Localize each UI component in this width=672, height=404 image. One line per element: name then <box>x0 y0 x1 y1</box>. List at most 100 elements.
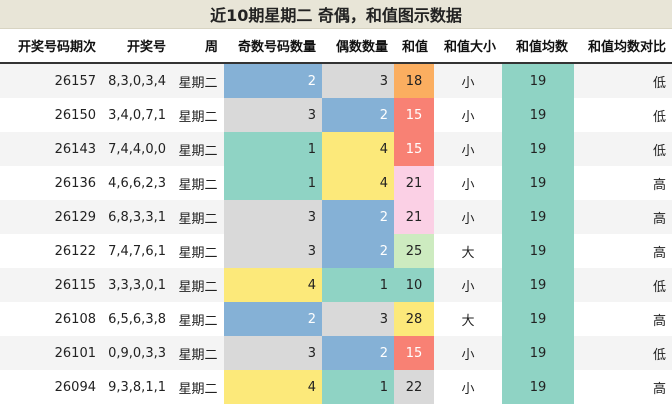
cell-sum-average: 19 <box>502 63 574 98</box>
cell-even-count: 3 <box>322 302 394 336</box>
header-even-count: 偶数数量 <box>322 29 394 63</box>
data-table: 开奖号码期次 开奖号 周 奇数号码数量 偶数数量 和值 和值大小 和值均数 和值… <box>0 29 672 404</box>
table-row: 26143 7,4,4,0,0 星期二 1 4 15 小 19 低 <box>0 132 672 166</box>
table-body: 26157 8,3,0,3,4 星期二 2 3 18 小 19 低 26150 3,4,0,7,1 星… <box>0 63 672 404</box>
cell-sum-size: 小 <box>434 132 502 166</box>
cell-weekday: 星期二 <box>172 132 224 166</box>
cell-period: 26150 <box>0 98 102 132</box>
cell-odd-count: 3 <box>224 98 322 132</box>
cell-sum-size: 大 <box>434 234 502 268</box>
cell-sum: 21 <box>394 166 434 200</box>
cell-weekday: 星期二 <box>172 336 224 370</box>
cell-sum-compare: 高 <box>574 166 672 200</box>
cell-weekday: 星期二 <box>172 370 224 404</box>
cell-numbers: 7,4,4,0,0 <box>102 132 172 166</box>
cell-sum-size: 小 <box>434 268 502 302</box>
cell-sum-size: 小 <box>434 98 502 132</box>
cell-odd-count: 4 <box>224 370 322 404</box>
table-row: 26122 7,4,7,6,1 星期二 3 2 25 大 19 高 <box>0 234 672 268</box>
cell-sum-compare: 低 <box>574 336 672 370</box>
table-row: 26136 4,6,6,2,3 星期二 1 4 21 小 19 高 <box>0 166 672 200</box>
cell-period: 26143 <box>0 132 102 166</box>
header-period: 开奖号码期次 <box>0 29 102 63</box>
cell-sum-compare: 高 <box>574 370 672 404</box>
table-row: 26150 3,4,0,7,1 星期二 3 2 15 小 19 低 <box>0 98 672 132</box>
cell-sum: 18 <box>394 63 434 98</box>
cell-sum: 10 <box>394 268 434 302</box>
cell-even-count: 2 <box>322 336 394 370</box>
cell-sum-size: 大 <box>434 302 502 336</box>
cell-sum-compare: 低 <box>574 63 672 98</box>
cell-period: 26122 <box>0 234 102 268</box>
cell-sum: 25 <box>394 234 434 268</box>
table-row: 26129 6,8,3,3,1 星期二 3 2 21 小 19 高 <box>0 200 672 234</box>
cell-weekday: 星期二 <box>172 268 224 302</box>
cell-sum-size: 小 <box>434 370 502 404</box>
cell-sum: 15 <box>394 98 434 132</box>
cell-even-count: 3 <box>322 63 394 98</box>
cell-sum-compare: 低 <box>574 132 672 166</box>
cell-weekday: 星期二 <box>172 98 224 132</box>
cell-sum-size: 小 <box>434 200 502 234</box>
cell-numbers: 6,8,3,3,1 <box>102 200 172 234</box>
cell-sum-average: 19 <box>502 166 574 200</box>
cell-sum-average: 19 <box>502 200 574 234</box>
cell-sum: 15 <box>394 336 434 370</box>
cell-numbers: 9,3,8,1,1 <box>102 370 172 404</box>
cell-sum-size: 小 <box>434 166 502 200</box>
header-sum-compare: 和值均数对比 <box>574 29 672 63</box>
cell-period: 26101 <box>0 336 102 370</box>
cell-even-count: 4 <box>322 132 394 166</box>
cell-sum: 28 <box>394 302 434 336</box>
cell-sum: 15 <box>394 132 434 166</box>
cell-sum-compare: 低 <box>574 98 672 132</box>
cell-weekday: 星期二 <box>172 200 224 234</box>
cell-weekday: 星期二 <box>172 302 224 336</box>
header-odd-count: 奇数号码数量 <box>224 29 322 63</box>
cell-odd-count: 2 <box>224 63 322 98</box>
cell-sum: 21 <box>394 200 434 234</box>
table-row: 26108 6,5,6,3,8 星期二 2 3 28 大 19 高 <box>0 302 672 336</box>
cell-weekday: 星期二 <box>172 166 224 200</box>
cell-period: 26094 <box>0 370 102 404</box>
table-row: 26101 0,9,0,3,3 星期二 3 2 15 小 19 低 <box>0 336 672 370</box>
cell-numbers: 0,9,0,3,3 <box>102 336 172 370</box>
cell-odd-count: 1 <box>224 132 322 166</box>
cell-odd-count: 3 <box>224 234 322 268</box>
cell-sum-size: 小 <box>434 63 502 98</box>
cell-odd-count: 1 <box>224 166 322 200</box>
cell-sum-average: 19 <box>502 302 574 336</box>
cell-even-count: 2 <box>322 98 394 132</box>
cell-period: 26108 <box>0 302 102 336</box>
table-row: 26157 8,3,0,3,4 星期二 2 3 18 小 19 低 <box>0 63 672 98</box>
header-sum-average: 和值均数 <box>502 29 574 63</box>
cell-sum-size: 小 <box>434 336 502 370</box>
header-numbers: 开奖号 <box>102 29 172 63</box>
cell-odd-count: 2 <box>224 302 322 336</box>
cell-sum: 22 <box>394 370 434 404</box>
cell-period: 26129 <box>0 200 102 234</box>
cell-even-count: 2 <box>322 200 394 234</box>
page-title: 近10期星期二 奇偶，和值图示数据 <box>0 0 672 29</box>
cell-numbers: 8,3,0,3,4 <box>102 63 172 98</box>
cell-period: 26136 <box>0 166 102 200</box>
cell-sum-compare: 低 <box>574 268 672 302</box>
cell-sum-average: 19 <box>502 336 574 370</box>
cell-weekday: 星期二 <box>172 234 224 268</box>
cell-odd-count: 3 <box>224 200 322 234</box>
cell-odd-count: 4 <box>224 268 322 302</box>
header-sum: 和值 <box>394 29 434 63</box>
cell-numbers: 3,3,3,0,1 <box>102 268 172 302</box>
cell-sum-average: 19 <box>502 268 574 302</box>
cell-odd-count: 3 <box>224 336 322 370</box>
cell-numbers: 6,5,6,3,8 <box>102 302 172 336</box>
cell-numbers: 3,4,0,7,1 <box>102 98 172 132</box>
table-row: 26115 3,3,3,0,1 星期二 4 1 10 小 19 低 <box>0 268 672 302</box>
cell-even-count: 2 <box>322 234 394 268</box>
cell-period: 26115 <box>0 268 102 302</box>
header-weekday: 周 <box>172 29 224 63</box>
cell-sum-average: 19 <box>502 98 574 132</box>
cell-sum-average: 19 <box>502 370 574 404</box>
table-header-row: 开奖号码期次 开奖号 周 奇数号码数量 偶数数量 和值 和值大小 和值均数 和值… <box>0 29 672 63</box>
